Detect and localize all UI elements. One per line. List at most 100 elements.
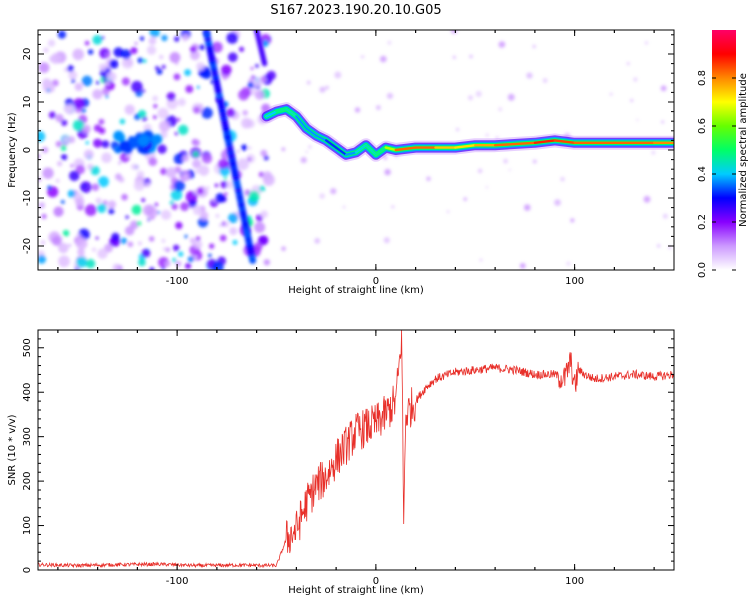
heatmap-streak xyxy=(203,30,268,264)
heatmap-cell xyxy=(91,247,97,252)
heatmap-cell xyxy=(160,167,168,175)
heatmap-cell xyxy=(102,200,108,206)
heatmap-ridge-core xyxy=(344,151,358,157)
heatmap-cell xyxy=(101,140,110,149)
heatmap-cell xyxy=(175,260,182,267)
heatmap-cell xyxy=(636,118,639,122)
heatmap-cell xyxy=(105,80,115,91)
heatmap-cell xyxy=(56,160,63,167)
heatmap-cell xyxy=(188,199,197,208)
heatmap-cell xyxy=(85,258,96,269)
heatmap-cell xyxy=(469,54,473,59)
heatmap-cell xyxy=(192,242,197,247)
heatmap-cell xyxy=(379,55,387,63)
heatmap-cell xyxy=(450,30,458,34)
heatmap-cell xyxy=(62,229,70,237)
figure-title: S167.2023.190.20.10.G05 xyxy=(270,3,441,18)
heatmap-cell xyxy=(120,49,132,60)
heatmap-cell xyxy=(354,107,361,113)
heatmap-cell xyxy=(159,130,168,139)
heatmap-cell xyxy=(107,200,117,209)
heatmap-cell xyxy=(119,118,126,125)
heatmap-noise-blobs xyxy=(38,30,672,270)
heatmap-cell xyxy=(87,49,94,55)
heatmap-cell xyxy=(361,55,364,59)
heatmap-cell xyxy=(195,169,200,174)
heatmap-ridge-core xyxy=(265,110,278,118)
heatmap-cell xyxy=(251,75,255,79)
heatmap-cell xyxy=(125,58,133,66)
heatmap-ridge-core xyxy=(364,143,378,157)
heatmap-cell xyxy=(96,203,107,214)
heatmap-cell xyxy=(220,180,228,189)
heatmap-cell xyxy=(84,40,90,46)
heatmap-cell xyxy=(281,246,286,252)
heatmap-cell xyxy=(192,151,199,158)
colorbar-ticks: 0.0 0.2 0.4 0.6 0.8 xyxy=(697,70,736,278)
heatmap-ridge-core xyxy=(305,127,318,137)
heatmap-cell xyxy=(161,64,166,69)
heatmap-cell xyxy=(193,106,201,114)
heatmap-cell xyxy=(53,206,64,217)
heatmap-cell xyxy=(125,215,129,219)
heatmap-ridge xyxy=(259,102,674,162)
heatmap-cell xyxy=(189,237,196,244)
heatmap-cell xyxy=(58,255,70,268)
heatmap-cell xyxy=(60,119,68,126)
heatmap-cell xyxy=(209,243,215,249)
heatmap-cell xyxy=(242,190,246,194)
heatmap-cell xyxy=(201,107,213,119)
heatmap-cell xyxy=(85,141,89,145)
heatmap-cell xyxy=(139,36,145,41)
heatmap-cell xyxy=(40,240,46,245)
heatmap-cell xyxy=(101,152,112,164)
heatmap-cell xyxy=(62,136,70,144)
heatmap-cell xyxy=(201,153,213,164)
heatmap-cell xyxy=(165,247,171,253)
heatmap-cell xyxy=(198,103,204,109)
heatmap-cell xyxy=(334,71,342,79)
heatmap-cell xyxy=(60,199,65,204)
heatmap-cell xyxy=(124,104,135,115)
heatmap-cell xyxy=(148,157,158,167)
heatmap-cell xyxy=(166,97,178,110)
heatmap-cell xyxy=(266,70,276,81)
heatmap-cell xyxy=(508,168,511,171)
heatmap-cell xyxy=(226,180,235,189)
heatmap-cell xyxy=(201,69,212,80)
heatmap-ridge-core xyxy=(394,146,417,152)
heatmap-cell xyxy=(532,44,536,48)
heatmap-cell xyxy=(114,173,122,181)
colorbar-tick-label: 0.4 xyxy=(697,166,708,182)
heatmap-cell xyxy=(319,193,325,199)
heatmap-cell xyxy=(261,40,269,48)
heatmap-cell xyxy=(263,155,269,161)
heatmap-cell xyxy=(224,192,228,196)
heatmap-cell xyxy=(130,47,138,55)
heatmap-cell xyxy=(182,37,187,42)
heatmap-cell xyxy=(159,55,164,60)
heatmap-cell xyxy=(630,99,634,102)
heatmap-cell xyxy=(105,52,111,58)
heatmap-cell xyxy=(215,193,226,203)
heatmap-cell xyxy=(173,36,180,42)
heatmap-cell xyxy=(57,30,67,39)
heatmap-cell xyxy=(103,78,107,83)
heatmap-cell xyxy=(189,46,197,53)
heatmap-cell xyxy=(55,113,64,123)
heatmap-cell xyxy=(375,105,381,110)
heatmap-cell xyxy=(221,64,232,76)
heatmap-cell xyxy=(193,139,201,147)
heatmap-cell xyxy=(38,202,46,209)
heatmap-cell xyxy=(203,187,207,191)
heatmap-cell xyxy=(100,36,105,40)
heatmap-cell xyxy=(70,164,74,168)
heatmap-cell xyxy=(105,94,109,99)
heatmap-y-axis: -20 -10 0 10 20 xyxy=(22,30,674,270)
heatmap-cell xyxy=(180,202,190,212)
heatmap-cell xyxy=(651,150,656,155)
heatmap-cell xyxy=(237,158,249,171)
heatmap-cell xyxy=(263,259,271,266)
heatmap-cell xyxy=(71,78,76,84)
